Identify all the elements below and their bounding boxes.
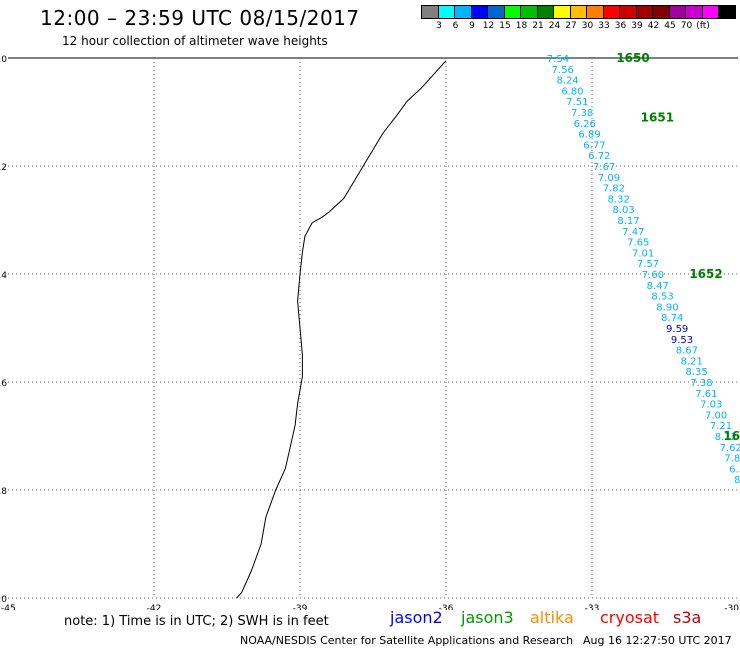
wave-height-reading: 8.71 [734,475,740,486]
legend-jason3: jason3 [461,608,514,627]
wave-height-reading: 6.72 [588,151,610,162]
wave-height-reading: 8.17 [617,216,639,227]
wave-height-reading: 7.62 [720,443,740,454]
page-subtitle: 12 hour collection of altimeter wave hei… [62,34,328,48]
wave-height-reading: 7.09 [598,173,620,184]
wave-height-color-scale [421,5,736,19]
color-scale-label: 27 [565,21,577,31]
wave-height-reading: 8.03 [613,205,635,216]
wave-height-reading: 7.65 [627,238,649,249]
color-scale-labels: 3 6 9 12 15 18 21 24 27 30 33 36 39 42 45 70 (ft) [422,21,740,35]
color-scale-swatch [718,5,736,19]
color-scale-label: 24 [548,21,561,31]
wave-height-reading: 6.89 [578,130,600,141]
wave-height-reading: 9.59 [666,324,688,335]
color-scale-label: 9 [469,21,475,31]
color-scale-label: 33 [598,21,610,31]
wave-height-reading: 8.12 [715,432,737,443]
lat-tick-label: -10 [0,55,7,65]
footer-note: note: 1) Time is in UTC; 2) SWH is in fe… [64,614,329,629]
color-scale-label: 36 [614,21,627,31]
color-scale-label: 30 [581,21,594,31]
lon-tick-label: -39 [293,604,308,610]
orbit-track-label: 1650 [616,51,649,65]
wave-height-reading: 7.01 [632,248,654,259]
legend-jason2: jason2 [390,608,443,627]
wave-height-reading: 8.53 [651,292,673,303]
orbit-track-label: 1653 [723,429,740,443]
wave-height-reading: 7.67 [593,162,615,173]
map-footer: note: 1) Time is in UTC; 2) SWH is in fe… [0,608,740,650]
map-grid [8,57,738,599]
wave-height-reading: 6.80 [561,86,583,97]
wave-height-reading: 8.90 [656,302,678,313]
legend-altika: altika [530,608,574,627]
color-scale-label: 6 [452,21,459,31]
wave-height-map: -10 -12 -14 -16 -18 -20-45 -42 -39 -36 -33 -30 7.5… [0,51,740,610]
color-scale-label: 12 [482,21,495,31]
coastline [236,60,447,599]
orbit-track-label: 1652 [689,267,722,281]
lon-tick-label: -36 [439,604,454,610]
color-scale-label: 21 [532,21,544,31]
wave-height-reading: 8.21 [681,356,703,367]
wave-height-reading: 6.77 [583,140,605,151]
lat-tick-label: -20 [0,595,7,605]
legend-cryosat: cryosat [600,608,660,627]
wave-height-reading: 7.00 [705,410,727,421]
lon-tick-label: -30 [724,604,739,610]
lat-tick-label: -18 [0,487,7,497]
color-scale-label: 15 [499,21,511,31]
altimeter-readings: 7.547.568.246.807.517.386.266.896.776.72… [547,54,740,497]
color-scale-label: 18 [515,21,528,31]
wave-height-reading: 8.35 [686,367,708,378]
wave-height-reading: 8.74 [661,313,683,324]
wave-height-reading: 8.24 [557,76,579,87]
wave-height-reading: 7.03 [700,400,722,411]
wave-height-reading: 7.21 [710,421,732,432]
lat-tick-label: -16 [0,379,7,389]
wave-height-reading: 7.38 [571,108,593,119]
wave-height-reading: 8.67 [676,346,698,357]
legend-s3a: s3a [673,608,702,627]
generation-timestamp: Aug 16 12:27:50 UTC 2017 [583,634,732,647]
orbit-track-labels: 1650 1651 1652 1653 [616,51,740,443]
page-title: 12:00 – 23:59 UTC 08/15/2017 [40,6,360,30]
map-axis-labels: -10 -12 -14 -16 -18 -20-45 -42 -39 -36 -33 -30 [0,55,739,610]
wave-height-reading: 7.81 [724,454,740,465]
lon-tick-label: -45 [1,604,16,610]
lat-tick-label: -14 [0,271,7,281]
wave-height-reading: 7.47 [622,227,644,238]
wave-height-reading: 7.54 [547,54,569,65]
wave-height-reading: 6.26 [574,119,596,130]
lon-tick-label: -42 [147,604,162,610]
color-scale-label: 70 [680,21,693,31]
color-scale-label: 39 [631,21,643,31]
color-scale-label: 42 [647,21,660,31]
wave-height-reading: 7.61 [695,389,717,400]
wave-height-reading: 7.51 [566,97,588,108]
wave-height-reading: 8.47 [647,281,669,292]
wave-height-reading: 7.56 [552,65,574,76]
wave-height-reading: 7.82 [603,184,625,195]
color-scale-label: (ft) [696,21,710,31]
wave-height-reading: 6.55 [729,464,740,475]
wave-height-reading: 7.57 [637,259,659,270]
wave-height-reading: 7.38 [690,378,712,389]
wave-height-reading: 7.60 [642,270,664,281]
color-scale-label: 45 [664,21,676,31]
credit-line: NOAA/NESDIS Center for Satellite Applica… [240,634,574,647]
lon-tick-label: -33 [585,604,600,610]
wave-height-reading: 9.53 [671,335,693,346]
color-scale-label: 3 [436,21,442,31]
orbit-track-label: 1651 [641,110,674,124]
lat-tick-label: -12 [0,163,7,173]
wave-height-reading: 8.32 [608,194,630,205]
